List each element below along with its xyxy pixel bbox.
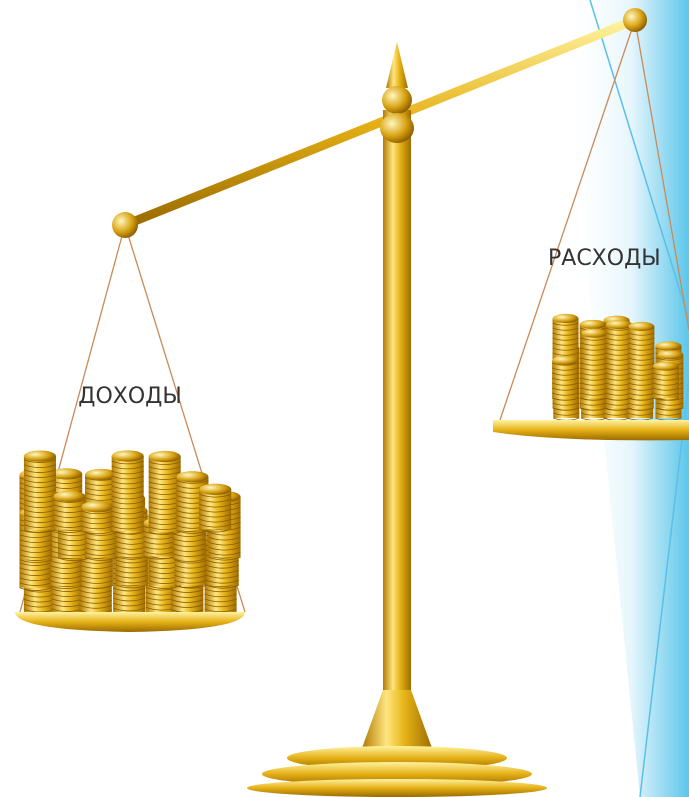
left-pan — [15, 612, 245, 632]
pole-knob — [382, 86, 412, 114]
beam — [125, 20, 635, 225]
base — [247, 779, 547, 797]
coin — [176, 471, 208, 482]
coin — [656, 341, 682, 350]
beam-end — [623, 8, 647, 32]
coin — [199, 484, 231, 495]
right-pan — [493, 420, 689, 440]
coin — [653, 362, 679, 371]
coin — [553, 418, 579, 420]
coin — [552, 356, 578, 365]
pole-foot — [362, 690, 432, 748]
coin — [553, 314, 579, 323]
pole — [383, 110, 411, 722]
coins — [20, 314, 684, 618]
coin — [606, 320, 632, 329]
coin — [54, 491, 86, 502]
coin — [653, 366, 679, 398]
expenses-label: РАСХОДЫ — [548, 246, 661, 271]
coin — [81, 501, 113, 512]
coin — [112, 450, 144, 461]
scales-illustration: ДОХОДЫ РАСХОДЫ — [0, 0, 689, 797]
coin — [149, 451, 181, 462]
pole-tip — [386, 42, 408, 88]
page: ДОХОДЫ РАСХОДЫ (() => { const data = JSO… — [0, 0, 689, 797]
coin — [628, 322, 654, 331]
coin — [199, 489, 231, 529]
income-label: ДОХОДЫ — [78, 384, 182, 409]
coin — [24, 450, 56, 461]
coin — [657, 350, 683, 359]
coin — [581, 329, 607, 338]
beam-end — [112, 212, 138, 238]
coin — [628, 326, 654, 398]
coin — [580, 320, 606, 329]
pole-knob — [380, 113, 414, 143]
